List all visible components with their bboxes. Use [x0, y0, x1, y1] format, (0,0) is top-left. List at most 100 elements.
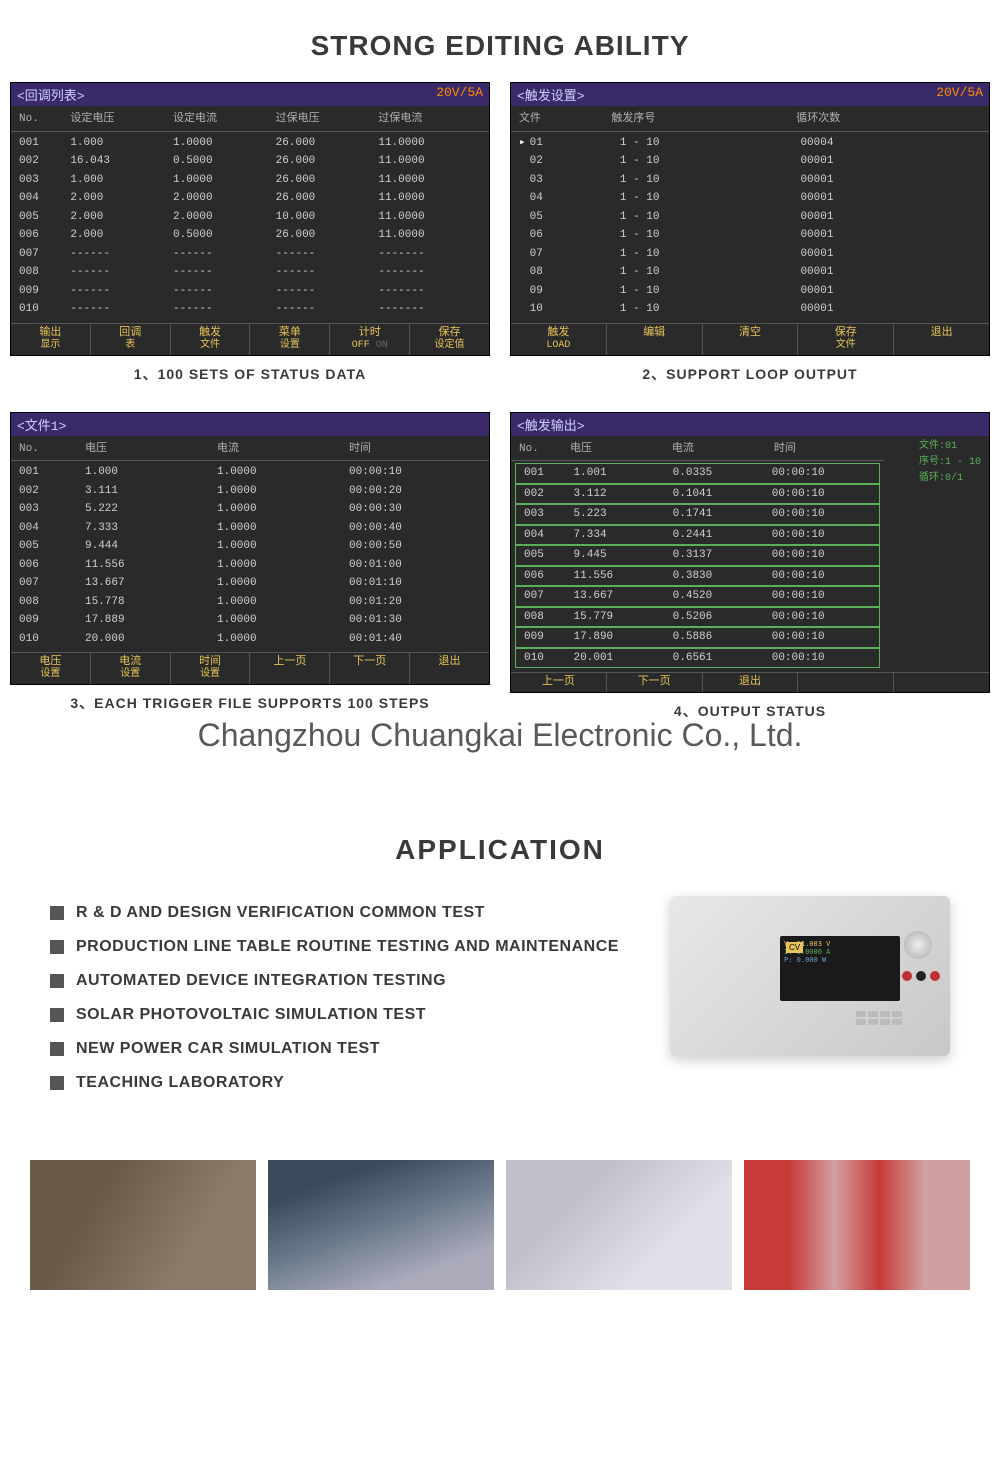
screen-1-softkeys: 输出显示回调表触发文件菜单设置计时OFF ON保存设定值 — [11, 323, 489, 355]
table-cell: 004 — [524, 527, 574, 544]
table-cell: 00:00:20 — [349, 483, 481, 500]
table-row: 061 - 1000001 — [511, 226, 989, 245]
table-cell: 00:00:30 — [349, 501, 481, 518]
column-header: 电压 — [570, 441, 672, 458]
table-cell: 0.0335 — [673, 465, 772, 482]
softkey-button[interactable]: 退出 — [703, 673, 799, 692]
table-cell: 17.889 — [85, 612, 217, 629]
table-cell: 00:00:10 — [772, 547, 871, 564]
table-cell: 02 — [530, 153, 620, 170]
table-cell: 20.000 — [85, 631, 217, 648]
table-cell: 1.0000 — [217, 501, 349, 518]
table-cell: 001 — [19, 135, 70, 152]
table-row: 0011.0010.033500:00:10 — [515, 463, 880, 484]
table-cell: 0.5000 — [173, 227, 276, 244]
table-row: 0059.4441.000000:00:50 — [11, 537, 489, 556]
table-cell: 1.000 — [85, 464, 217, 481]
table-cell: 1 - 10 — [620, 172, 801, 189]
table-cell: 11.0000 — [378, 153, 481, 170]
softkey-button[interactable]: 时间设置 — [171, 653, 251, 684]
table-cell: 2.000 — [70, 209, 173, 226]
softkey-button[interactable]: 编辑 — [607, 324, 703, 355]
screen-2-rating: 20V/5A — [936, 85, 983, 104]
table-cell: ------- — [378, 246, 481, 263]
softkey-button[interactable]: 输出显示 — [11, 324, 91, 355]
application-item: PRODUCTION LINE TABLE ROUTINE TESTING AN… — [50, 930, 650, 964]
table-cell: 00004 — [800, 135, 981, 152]
application-item: AUTOMATED DEVICE INTEGRATION TESTING — [50, 964, 650, 998]
table-cell: 7.333 — [85, 520, 217, 537]
softkey-button[interactable] — [798, 673, 894, 692]
knob-icon — [904, 931, 932, 959]
screen-3-softkeys: 电压设置电流设置时间设置上一页下一页退出 — [11, 652, 489, 684]
table-cell: ------ — [70, 246, 173, 263]
table-cell: 002 — [19, 153, 70, 170]
softkey-button[interactable] — [894, 673, 989, 692]
screen-2-caption: 2、SUPPORT LOOP OUTPUT — [510, 356, 990, 392]
table-cell: 009 — [524, 629, 574, 646]
terminal-black-icon — [916, 971, 926, 981]
table-row: 010------------------------- — [11, 300, 489, 319]
softkey-button[interactable]: 退出 — [410, 653, 489, 684]
table-cell: 00:00:50 — [349, 538, 481, 555]
softkey-button[interactable]: 退出 — [894, 324, 989, 355]
thumbnail-row — [0, 1100, 1000, 1310]
screen-block-1: <回调列表> 20V/5A No.设定电压设定电流过保电压过保电流0011.00… — [10, 82, 490, 392]
table-cell: 1 - 10 — [620, 153, 801, 170]
table-cell: 005 — [19, 209, 70, 226]
table-cell: ------ — [173, 283, 276, 300]
softkey-button[interactable]: 触发LOAD — [511, 324, 607, 355]
softkey-button[interactable]: 菜单设置 — [250, 324, 330, 355]
table-cell: 005 — [524, 547, 574, 564]
softkey-button[interactable]: 电流设置 — [91, 653, 171, 684]
softkey-button[interactable]: 回调表 — [91, 324, 171, 355]
softkey-button[interactable]: 触发文件 — [171, 324, 251, 355]
screen-2: <触发设置> 20V/5A 文件触发序号循环次数▸011 - 1000004 0… — [510, 82, 990, 356]
softkey-button[interactable]: 上一页 — [511, 673, 607, 692]
table-cell: 007 — [524, 588, 574, 605]
table-cell: 00:00:10 — [772, 588, 871, 605]
table-cell: 00001 — [800, 246, 981, 263]
table-cell: 006 — [19, 557, 85, 574]
softkey-button[interactable]: 保存文件 — [798, 324, 894, 355]
table-cell: 0.6561 — [673, 650, 772, 667]
softkey-button[interactable]: 下一页 — [607, 673, 703, 692]
softkey-button[interactable]: 保存设定值 — [410, 324, 489, 355]
thumb-solar — [268, 1160, 494, 1290]
softkey-button[interactable]: 计时OFF ON — [330, 324, 410, 355]
table-cell: 00:00:10 — [772, 506, 871, 523]
table-cell: 00:00:10 — [772, 629, 871, 646]
table-row: 0047.3340.244100:00:10 — [515, 525, 880, 546]
table-cell: 3.112 — [574, 486, 673, 503]
table-cell: 00:01:40 — [349, 631, 481, 648]
table-cell: ------ — [173, 264, 276, 281]
table-cell: 11.0000 — [378, 190, 481, 207]
table-cell: 00001 — [800, 153, 981, 170]
softkey-button[interactable]: 电压设置 — [11, 653, 91, 684]
table-cell: 008 — [524, 609, 574, 626]
table-cell: 00001 — [800, 264, 981, 281]
table-row: 008------------------------- — [11, 263, 489, 282]
application-label: TEACHING LABORATORY — [76, 1074, 284, 1092]
softkey-button[interactable]: 上一页 — [250, 653, 330, 684]
table-cell: 00:00:10 — [772, 609, 871, 626]
column-header: 循环次数 — [796, 111, 981, 128]
softkey-button[interactable]: 下一页 — [330, 653, 410, 684]
table-cell: 20.001 — [574, 650, 673, 667]
table-row: 009------------------------- — [11, 282, 489, 301]
table-cell: 16.043 — [70, 153, 173, 170]
table-cell: 0.4520 — [673, 588, 772, 605]
column-header: No. — [19, 441, 85, 458]
table-cell: 00:00:40 — [349, 520, 481, 537]
column-header: 电流 — [672, 441, 774, 458]
table-row: 071 - 1000001 — [511, 245, 989, 264]
table-cell: 1 - 10 — [620, 135, 801, 152]
table-cell: 1.000 — [70, 135, 173, 152]
side-file: 文件:01 — [919, 439, 981, 455]
table-cell: 17.890 — [574, 629, 673, 646]
softkey-button[interactable]: 清空 — [703, 324, 799, 355]
table-cell: 1.001 — [574, 465, 673, 482]
column-header: 过保电压 — [276, 111, 379, 128]
table-row: 051 - 1000001 — [511, 208, 989, 227]
screen-2-table: 文件触发序号循环次数▸011 - 1000004 021 - 1000001 0… — [511, 106, 989, 323]
